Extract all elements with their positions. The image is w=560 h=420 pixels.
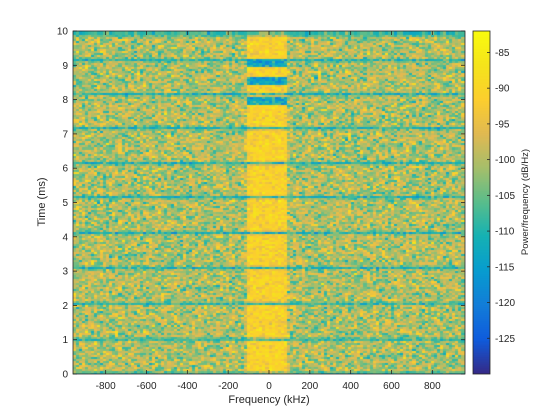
y-tick-label: 0: [62, 370, 68, 381]
colorbar-tick-label: -120: [495, 298, 515, 309]
x-tick-label: -600: [136, 381, 156, 392]
x-axis-label: Frequency (kHz): [228, 394, 309, 406]
y-tick-label: 6: [62, 164, 68, 175]
colorbar-area: [473, 31, 490, 374]
colorbar-tick-label: -90: [495, 84, 510, 95]
x-tick-label: 600: [383, 381, 400, 392]
colorbar-tick-label: -110: [495, 227, 515, 238]
y-tick-label: 8: [62, 95, 68, 106]
x-tick-label: -400: [177, 381, 197, 392]
y-tick-label: 10: [57, 27, 69, 38]
colorbar-tick-label: -95: [495, 119, 510, 130]
heatmap-area: [73, 31, 465, 374]
colorbar-tick-label: -85: [495, 48, 510, 59]
y-tick-label: 9: [62, 61, 68, 72]
x-tick-label: 800: [424, 381, 441, 392]
x-tick-label: -800: [96, 381, 116, 392]
heatmap-canvas: [73, 31, 465, 374]
colorbar-label: Power/frequency (dB/Hz): [520, 149, 531, 255]
x-tick-label: 200: [301, 381, 318, 392]
y-tick-label: 2: [62, 301, 68, 312]
colorbar-tick-label: -125: [495, 334, 515, 345]
y-axis-label: Time (ms): [36, 177, 48, 226]
x-tick-label: 400: [342, 381, 359, 392]
y-tick-label: 5: [62, 198, 68, 209]
colorbar-tick-label: -100: [495, 155, 515, 166]
y-tick-label: 4: [62, 232, 68, 243]
x-tick-label: -200: [218, 381, 238, 392]
colorbar-tick-label: -115: [495, 262, 515, 273]
y-axis: 0 1 2 3 4 5 6 7 8 9 10: [57, 27, 465, 381]
colorbar-tick-label: -105: [495, 191, 515, 202]
x-tick-label: 0: [266, 381, 272, 392]
x-axis: -800 -600 -400 -200 0 200 400 600 800: [96, 31, 441, 392]
colorbar-frame: [472, 30, 491, 375]
y-tick-label: 3: [62, 267, 68, 278]
y-tick-label: 1: [62, 335, 68, 346]
colorbar-canvas: [473, 31, 490, 374]
y-tick-label: 7: [62, 129, 68, 140]
colorbar-ticks: -125 -120 -115 -110 -105 -100 -95 -90 -85: [487, 48, 515, 345]
